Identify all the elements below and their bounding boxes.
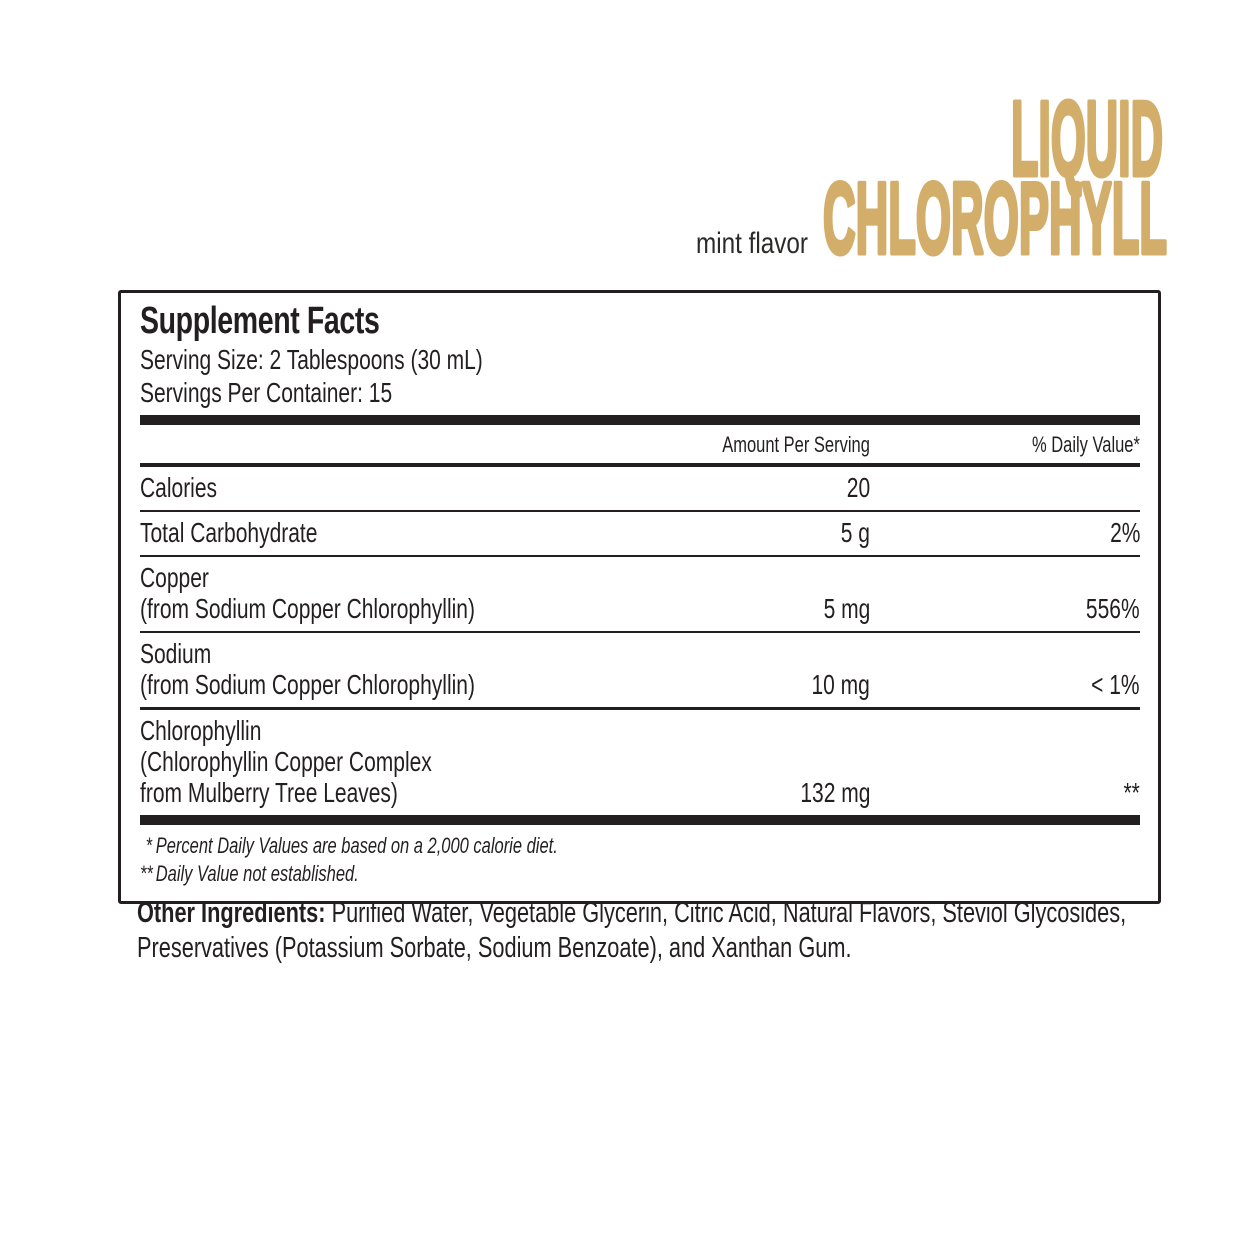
footnotes: * Percent Daily Values are based on a 2,… bbox=[140, 825, 1140, 901]
footnote-marker: ** bbox=[140, 861, 153, 886]
brand-header: LIQUID CHLOROPHYLL mint flavor bbox=[696, 78, 1170, 273]
product-title-line1: LIQUID bbox=[1011, 80, 1163, 198]
flavor-label: mint flavor bbox=[696, 227, 808, 260]
table-row: Calories 20 bbox=[140, 467, 1140, 510]
nutrient-name: Copper (from Sodium Copper Chlorophyllin… bbox=[140, 562, 475, 624]
daily-value-column-header: % Daily Value* bbox=[1032, 432, 1140, 457]
nutrient-amount: 10 mg bbox=[811, 669, 870, 700]
amount-column-header: Amount Per Serving bbox=[722, 432, 870, 457]
nutrient-name: Total Carbohydrate bbox=[140, 517, 318, 548]
nutrient-amount: 5 g bbox=[840, 517, 870, 548]
nutrient-amount: 132 mg bbox=[799, 777, 870, 808]
table-header-row: Amount Per Serving % Daily Value* bbox=[140, 425, 1140, 467]
supplement-facts-panel: Supplement Facts Serving Size: 2 Tablesp… bbox=[118, 290, 1161, 904]
nutrient-daily-value: 556% bbox=[1086, 593, 1140, 624]
other-ingredients-label: Other Ingredients: bbox=[137, 897, 326, 929]
table-row: Copper (from Sodium Copper Chlorophyllin… bbox=[140, 555, 1140, 631]
footnote-not-established: ** Daily Value not established. bbox=[140, 861, 359, 886]
other-ingredients-line2: Preservatives (Potassium Sorbate, Sodium… bbox=[137, 932, 852, 964]
nutrient-daily-value bbox=[870, 472, 1140, 503]
nutrient-name: Sodium (from Sodium Copper Chlorophyllin… bbox=[140, 638, 475, 700]
product-title-line2: CHLOROPHYLL bbox=[823, 163, 1167, 272]
footnote-daily-values: * Percent Daily Values are based on a 2,… bbox=[140, 832, 890, 860]
nutrient-daily-value: < 1% bbox=[1091, 669, 1140, 700]
nutrient-name: Calories bbox=[140, 472, 218, 503]
serving-size-line: Serving Size: 2 Tablespoons (30 mL) bbox=[140, 344, 483, 375]
thick-divider-top bbox=[140, 415, 1140, 425]
other-ingredients: Other Ingredients: Purified Water, Veget… bbox=[137, 896, 1260, 966]
nutrient-daily-value: 2% bbox=[1109, 517, 1140, 548]
table-row: Chlorophyllin (Chlorophyllin Copper Comp… bbox=[140, 707, 1140, 815]
table-row: Sodium (from Sodium Copper Chlorophyllin… bbox=[140, 631, 1140, 707]
other-ingredients-line1: Other Ingredients: Purified Water, Veget… bbox=[137, 897, 1127, 929]
nutrient-amount: 20 bbox=[846, 472, 870, 503]
nutrient-name: Chlorophyllin (Chlorophyllin Copper Comp… bbox=[140, 715, 432, 808]
thick-divider-bottom bbox=[140, 815, 1140, 825]
table-row: Total Carbohydrate 5 g 2% bbox=[140, 510, 1140, 555]
nutrient-daily-value: ** bbox=[1123, 777, 1140, 808]
nutrient-amount: 5 mg bbox=[823, 593, 870, 624]
panel-title: Supplement Facts bbox=[140, 299, 1140, 343]
servings-per-container-line: Servings Per Container: 15 bbox=[140, 377, 393, 408]
footnote-marker: * bbox=[145, 833, 152, 858]
panel-title-text: Supplement Facts bbox=[140, 300, 380, 342]
